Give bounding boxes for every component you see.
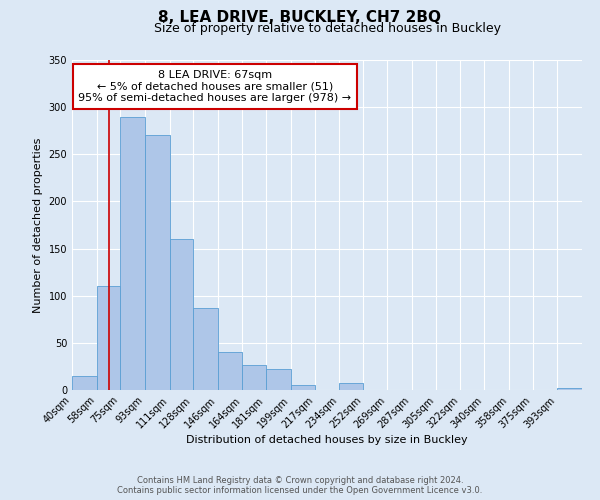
Text: Contains HM Land Registry data © Crown copyright and database right 2024.
Contai: Contains HM Land Registry data © Crown c… [118, 476, 482, 495]
Title: Size of property relative to detached houses in Buckley: Size of property relative to detached ho… [154, 22, 500, 35]
Bar [72, 376, 97, 390]
Bar [193, 308, 218, 390]
Bar [97, 286, 120, 390]
Bar [290, 386, 316, 390]
Bar [170, 239, 193, 390]
X-axis label: Distribution of detached houses by size in Buckley: Distribution of detached houses by size … [186, 436, 468, 446]
Bar [145, 136, 170, 390]
Text: 8 LEA DRIVE: 67sqm
← 5% of detached houses are smaller (51)
95% of semi-detached: 8 LEA DRIVE: 67sqm ← 5% of detached hous… [78, 70, 352, 103]
Bar [266, 370, 290, 390]
Bar [338, 384, 364, 390]
Bar [120, 116, 145, 390]
Bar [218, 352, 242, 390]
Bar [242, 364, 266, 390]
Y-axis label: Number of detached properties: Number of detached properties [33, 138, 43, 312]
Bar [557, 388, 582, 390]
Text: 8, LEA DRIVE, BUCKLEY, CH7 2BQ: 8, LEA DRIVE, BUCKLEY, CH7 2BQ [158, 10, 442, 25]
